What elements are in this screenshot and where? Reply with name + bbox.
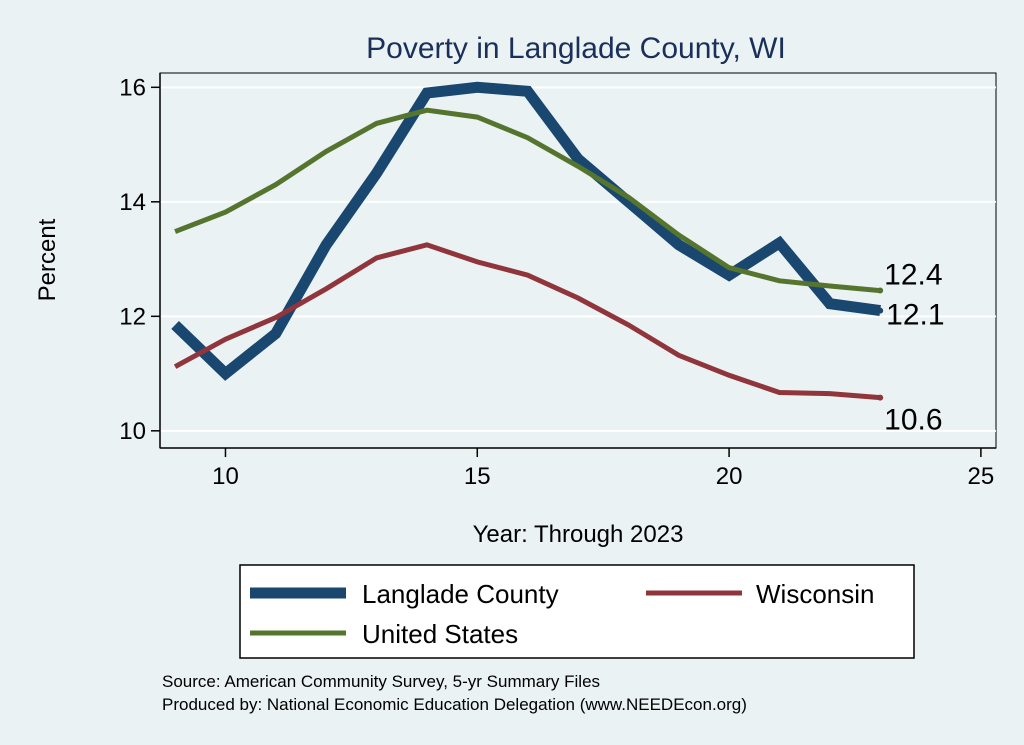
source-note: Source: American Community Survey, 5-yr …: [162, 672, 600, 691]
end-labels: 12.1 10.6 12.4: [884, 259, 944, 437]
series-end-point-united-states: [877, 287, 884, 294]
grid-lines: [160, 86, 996, 432]
series-line-united-states: [174, 107, 881, 294]
series-lines: [171, 81, 884, 401]
plot-area: [159, 72, 997, 449]
x-tick-label-20: 20: [716, 463, 743, 490]
series-line-wisconsin: [173, 242, 881, 401]
series-end-point-langlade-county: [877, 307, 884, 314]
producer-note: Produced by: National Economic Education…: [162, 695, 747, 714]
y-tick-label-14: 14: [119, 189, 146, 216]
y-tick-label-12: 12: [119, 303, 146, 330]
legend-label-langlade: Langlade County: [362, 579, 559, 609]
legend-box: [239, 564, 915, 659]
legend: Langlade County Wisconsin United States: [239, 564, 915, 659]
series-line-langlade-county: [171, 81, 881, 381]
end-label-langlade-county: 12.1: [886, 299, 944, 332]
axes: 10 12 14 16 10 15 20 25: [119, 73, 996, 490]
series-end-point-wisconsin: [877, 394, 884, 401]
legend-label-wisconsin: Wisconsin: [756, 579, 874, 609]
x-tick-label-10: 10: [212, 463, 239, 490]
y-axis-title: Percent: [34, 218, 61, 301]
chart-title: Poverty in Langlade County, WI: [366, 32, 786, 65]
x-tick-label-15: 15: [464, 463, 491, 490]
x-tick-label-25: 25: [968, 463, 995, 490]
y-tick-label-10: 10: [119, 418, 146, 445]
legend-label-united-states: United States: [362, 619, 518, 649]
x-axis-title: Year: Through 2023: [473, 521, 684, 548]
y-tick-label-16: 16: [119, 74, 146, 101]
end-label-united-states: 12.4: [884, 259, 942, 292]
end-label-wisconsin: 10.6: [884, 404, 942, 437]
